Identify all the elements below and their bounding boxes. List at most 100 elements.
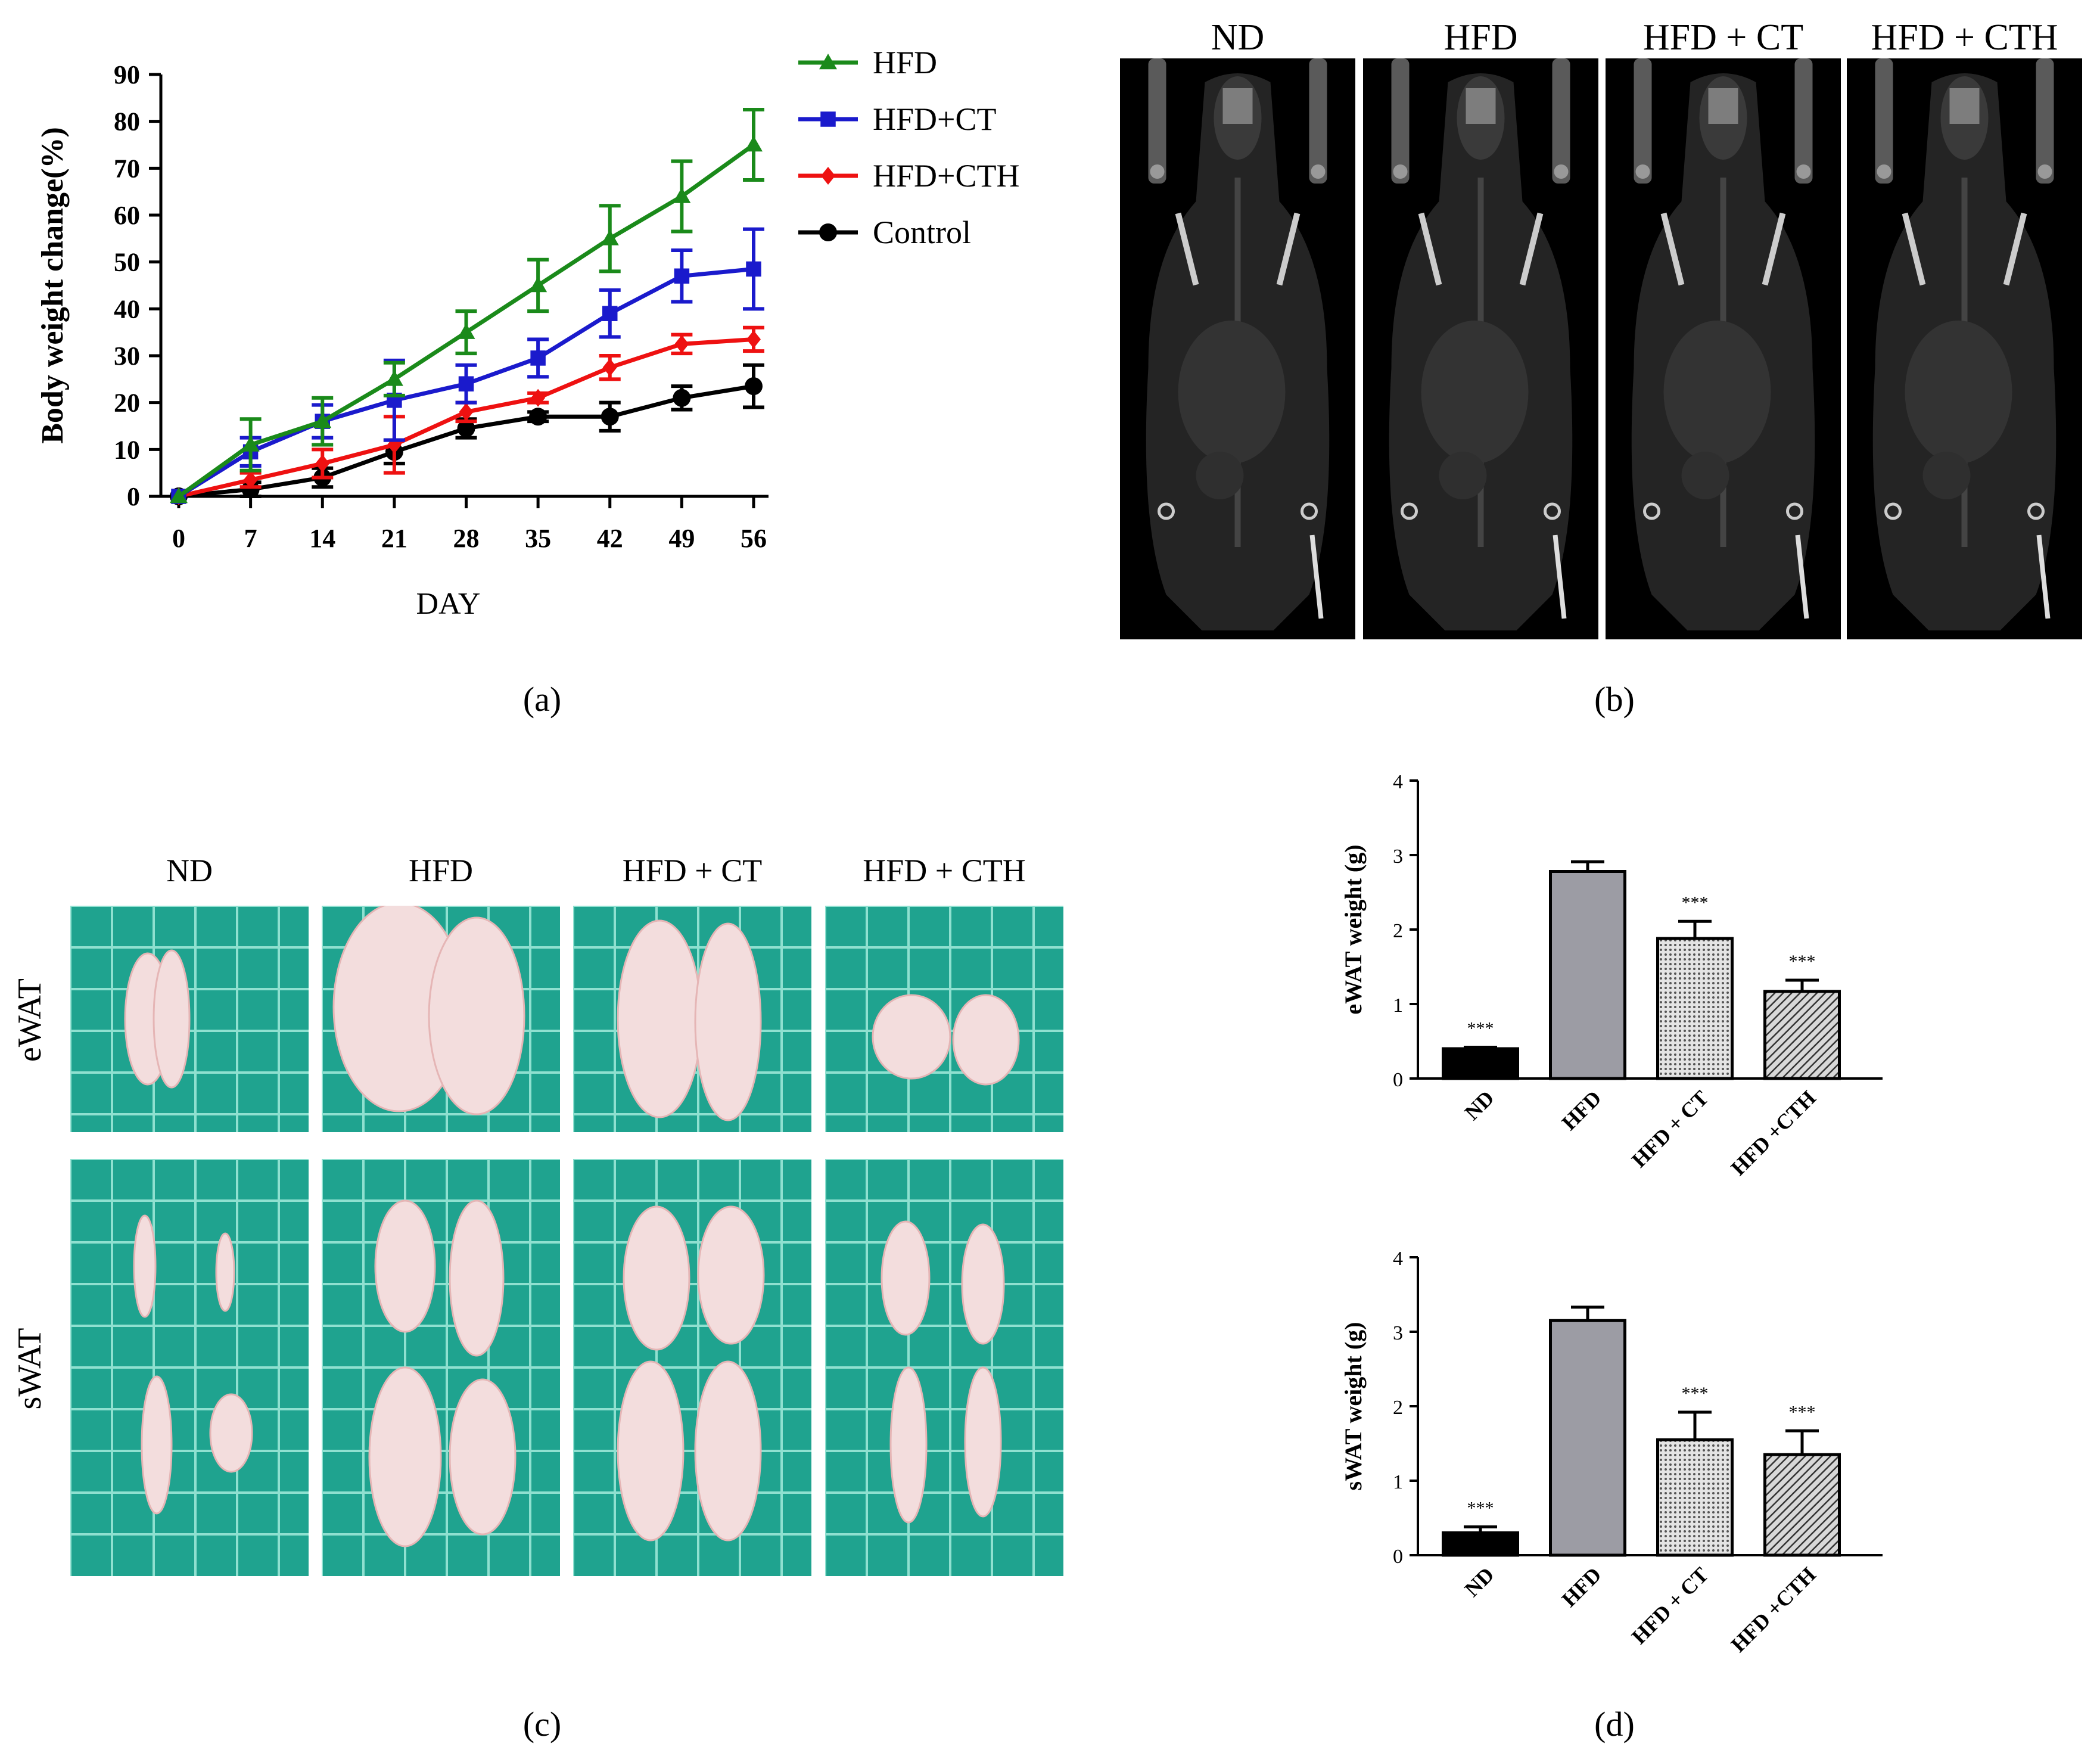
data-point (529, 408, 547, 426)
legend-item: HFD+CT (798, 101, 996, 137)
legend-item: HFD+CTH (798, 158, 1019, 194)
error-bar (1678, 919, 1712, 938)
ct-title: ND (1211, 17, 1265, 58)
data-point (529, 276, 547, 293)
ct-scan-image (1120, 58, 1355, 639)
data-point (602, 358, 617, 377)
legend-label: Control (873, 215, 971, 250)
x-tick-label: 56 (741, 524, 767, 553)
x-tick-label: 28 (453, 524, 480, 553)
y-tick-label: 0 (1393, 1546, 1403, 1568)
y-tick-label: 70 (114, 154, 140, 183)
y-tick-label: 60 (114, 201, 140, 230)
data-point (746, 330, 761, 349)
category-label: ND (1460, 1562, 1499, 1601)
significance-label: *** (1467, 1499, 1494, 1518)
error-bar (1678, 1410, 1712, 1440)
y-tick-label: 90 (114, 60, 140, 89)
panel-label-a: (a) (522, 680, 562, 719)
tissue-photo (573, 906, 811, 1132)
tissue-column-title: ND (166, 853, 213, 888)
bar (1763, 990, 1841, 1080)
data-point (673, 389, 691, 407)
error-bar (1464, 1046, 1497, 1049)
y-axis-label: eWAT weight (g) (1340, 844, 1367, 1014)
bar (1656, 937, 1734, 1080)
bar (1549, 1319, 1626, 1557)
data-point (241, 480, 260, 499)
x-tick-label: 21 (381, 524, 407, 553)
body-weight-chart: 0 10 20 30 40 50 60 70 80 90 0 7 14 21 28 35 42 49 56 DAY Bo… (36, 45, 1019, 621)
tissue-row-label: sWAT (11, 1328, 48, 1410)
bar (1442, 1047, 1519, 1080)
y-tick-label: 2 (1393, 1397, 1403, 1419)
x-tick-label: 14 (309, 524, 335, 553)
error-bar (1785, 978, 1819, 992)
data-point (601, 229, 619, 245)
data-point (601, 408, 619, 426)
ewat-weight-chart: 0 1 2 3 4 eWAT weight (g) *** ND HFD *** HFD + CT *… (1340, 771, 1883, 1180)
category-label: HFD +CTH (1726, 1086, 1821, 1180)
y-tick-label: 3 (1393, 846, 1403, 868)
category-label: HFD +CTH (1726, 1562, 1821, 1656)
significance-label: *** (1467, 1019, 1494, 1039)
data-point (674, 335, 689, 353)
ct-title: HFD + CTH (1871, 17, 2058, 58)
y-tick-label: 1 (1393, 994, 1403, 1017)
y-tick-label: 0 (1393, 1069, 1403, 1091)
tissue-column-title: HFD + CT (622, 853, 763, 888)
y-tick-label: 2 (1393, 920, 1403, 942)
tissue-photo (70, 906, 309, 1132)
y-tick-label: 0 (127, 482, 140, 511)
tissue-column-title: HFD + CTH (863, 853, 1026, 888)
y-axis-label: sWAT weight (g) (1340, 1322, 1367, 1491)
ct-scan-image (1363, 58, 1598, 639)
data-point (457, 323, 475, 339)
error-bar (1464, 1525, 1497, 1533)
data-point (313, 412, 332, 428)
ct-title: HFD (1443, 17, 1518, 58)
category-label: HFD (1557, 1562, 1606, 1611)
data-point (674, 268, 690, 284)
y-tick-label: 4 (1393, 771, 1403, 793)
tissue-photo (322, 1159, 560, 1576)
ct-scan-image (1847, 58, 2082, 639)
tissue-photo (573, 1159, 811, 1576)
error-bar (1571, 860, 1604, 872)
ct-title: HFD + CT (1642, 17, 1804, 58)
x-axis-label: DAY (416, 587, 481, 621)
tissue-photo (825, 1159, 1063, 1576)
data-point (531, 389, 546, 407)
category-label: ND (1460, 1086, 1499, 1124)
data-point (673, 187, 691, 203)
bar (1549, 870, 1626, 1080)
y-tick-label: 40 (114, 294, 140, 324)
tissue-photo (70, 1159, 309, 1576)
data-point (745, 136, 763, 152)
data-point (170, 487, 188, 504)
tissue-column-title: HFD (408, 853, 474, 888)
bar (1656, 1438, 1734, 1557)
data-point (745, 377, 763, 396)
ct-scan-image (1606, 58, 1841, 639)
tissue-photo (825, 906, 1063, 1132)
category-label: HFD + CT (1627, 1562, 1713, 1649)
bar (1442, 1531, 1519, 1557)
bar (1763, 1453, 1841, 1557)
data-point (602, 306, 618, 321)
y-tick-label: 4 (1393, 1248, 1403, 1270)
y-tick-label: 20 (114, 389, 140, 418)
y-tick-label: 3 (1393, 1322, 1403, 1344)
data-point (746, 261, 761, 277)
y-tick-label: 50 (114, 248, 140, 277)
tissue-photo (322, 906, 560, 1132)
data-point (459, 403, 474, 421)
swat-weight-chart: 0 1 2 3 4 sWAT weight (g) *** ND HFD *** HFD + CT *… (1340, 1248, 1883, 1656)
panel-label-c: (c) (522, 1705, 562, 1743)
x-tick-label: 0 (172, 524, 185, 553)
data-point (315, 454, 330, 473)
series-hfd (170, 108, 764, 504)
data-point (385, 370, 403, 386)
significance-label: *** (1682, 1384, 1709, 1403)
